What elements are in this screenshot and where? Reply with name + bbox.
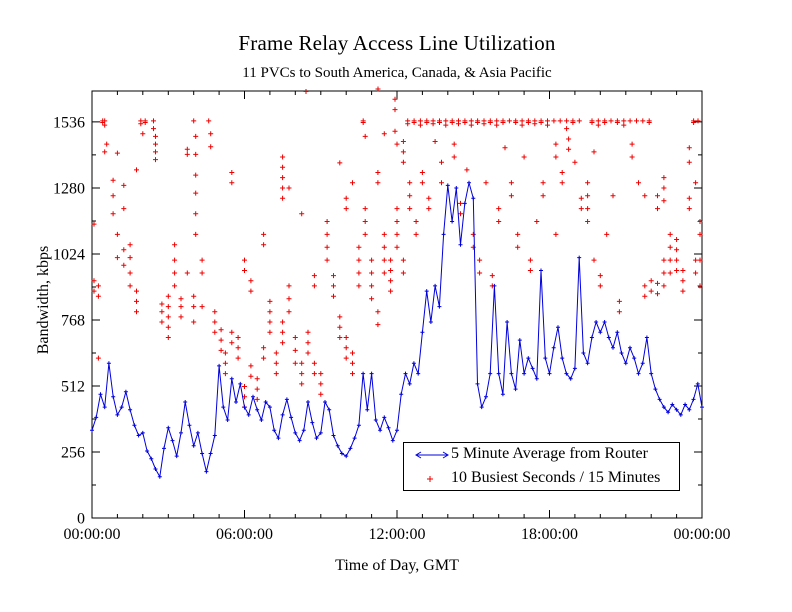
legend-box: 5 Minute Average from Router 10 Busiest … bbox=[403, 442, 680, 491]
y-tick-label: 1024 bbox=[53, 247, 85, 264]
chart-subtitle: 11 PVCs to South America, Canada, & Asia… bbox=[242, 65, 552, 81]
x-tick-label: 00:00:00 bbox=[674, 526, 731, 543]
y-axis-label: Bandwidth, kbps bbox=[35, 245, 52, 355]
legend-label: 10 Busiest Seconds / 15 Minutes bbox=[451, 469, 661, 486]
chart-title: Frame Relay Access Line Utilization bbox=[238, 31, 556, 55]
y-tick-label: 0 bbox=[77, 511, 85, 528]
y-tick-label: 1536 bbox=[53, 114, 85, 131]
legend-label: 5 Minute Average from Router bbox=[451, 445, 648, 462]
x-tick-label: 18:00:00 bbox=[521, 526, 578, 543]
scatter-series bbox=[91, 86, 703, 410]
legend-entry-line: 5 Minute Average from Router bbox=[404, 443, 679, 467]
y-tick-label: 512 bbox=[61, 379, 85, 396]
y-tick-label: 256 bbox=[61, 445, 85, 462]
line-series-markers bbox=[90, 180, 704, 479]
x-tick-label: 00:00:00 bbox=[64, 526, 121, 543]
red-plus-icon bbox=[427, 476, 433, 482]
legend-entry-scatter: 10 Busiest Seconds / 15 Minutes bbox=[404, 467, 679, 491]
line-series bbox=[91, 182, 703, 479]
y-tick-label: 1280 bbox=[53, 181, 85, 198]
y-tick-label: 768 bbox=[61, 313, 85, 330]
x-tick-label: 12:00:00 bbox=[369, 526, 426, 543]
x-tick-label: 06:00:00 bbox=[216, 526, 273, 543]
blue-errorbar-line-icon bbox=[415, 451, 449, 459]
x-axis-label: Time of Day, GMT bbox=[335, 557, 459, 574]
